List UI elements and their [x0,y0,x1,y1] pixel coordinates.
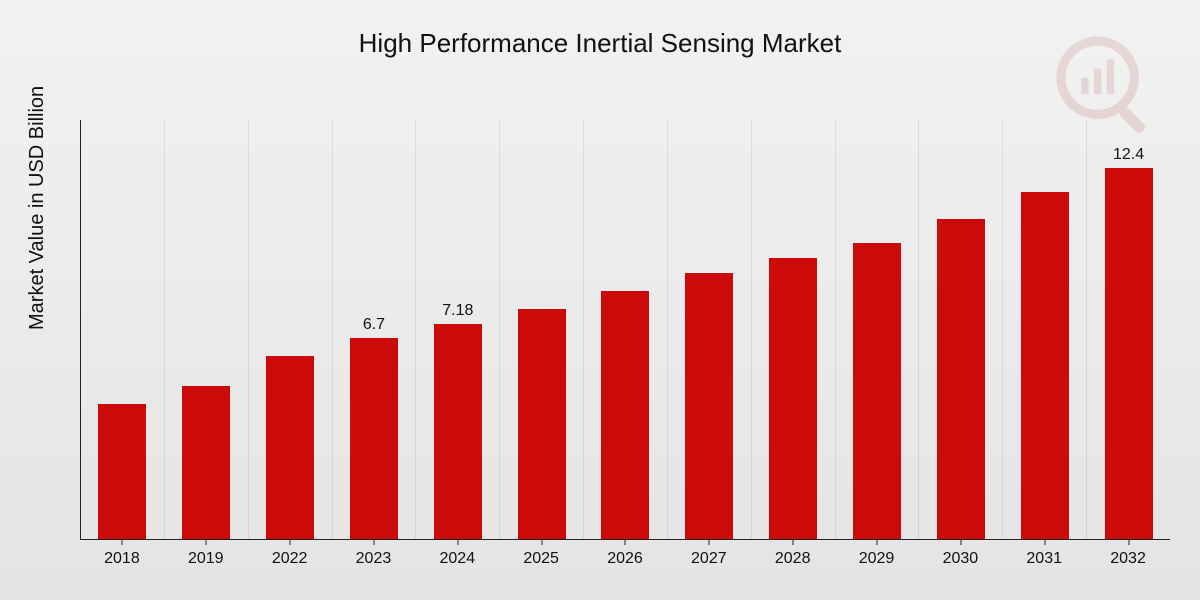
bar [518,309,566,539]
bar-slot [499,120,583,539]
bar [1021,192,1069,539]
bar [601,291,649,539]
bar-slot [835,120,919,539]
x-axis-label: 2024 [415,544,499,580]
bar-slot: 7.18 [415,120,499,539]
bar-value-label: 12.4 [1113,146,1144,164]
bar [853,243,901,539]
bar-slot [164,120,248,539]
bar-slot [583,120,667,539]
x-axis-label: 2028 [751,544,835,580]
bar-slot [667,120,751,539]
x-axis-label: 2029 [835,544,919,580]
chart-page: High Performance Inertial Sensing Market… [0,0,1200,600]
bars-container: 6.7 7.18 12.4 [81,120,1170,539]
bar-slot [1002,120,1086,539]
bar-slot [81,120,164,539]
bar-slot: 6.7 [332,120,416,539]
bar [98,404,146,539]
bar-slot: 12.4 [1086,120,1170,539]
x-axis-label: 2022 [248,544,332,580]
bar-slot [918,120,1002,539]
y-axis-label: Market Value in USD Billion [26,86,49,330]
bar [685,273,733,539]
x-axis-label: 2023 [332,544,416,580]
bar-slot [751,120,835,539]
x-axis-label: 2032 [1086,544,1170,580]
bar-slot [248,120,332,539]
x-axis-label: 2025 [499,544,583,580]
x-axis-label: 2031 [1002,544,1086,580]
bar: 12.4 [1105,168,1153,539]
bar [266,356,314,539]
bar-value-label: 6.7 [363,316,385,334]
bar-value-label: 7.18 [442,302,473,320]
bar [769,258,817,539]
x-axis-label: 2027 [667,544,751,580]
bar [937,219,985,539]
x-axis-label: 2026 [583,544,667,580]
chart-title: High Performance Inertial Sensing Market [0,28,1200,59]
x-axis-label: 2030 [918,544,1002,580]
x-axis-label: 2019 [164,544,248,580]
x-axis-label: 2018 [80,544,164,580]
plot-area: 6.7 7.18 12.4 [80,120,1170,540]
bar: 7.18 [434,324,482,539]
x-axis-labels: 2018201920222023202420252026202720282029… [80,544,1170,580]
bar [182,386,230,539]
bar: 6.7 [350,338,398,539]
